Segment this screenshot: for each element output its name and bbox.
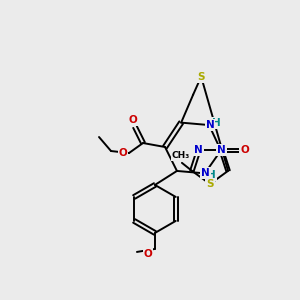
Text: N: N xyxy=(202,168,210,178)
Text: N: N xyxy=(194,145,203,154)
Text: O: O xyxy=(144,249,152,259)
Text: N: N xyxy=(206,120,214,130)
Text: S: S xyxy=(206,179,214,189)
Text: O: O xyxy=(241,146,249,155)
Text: H: H xyxy=(212,118,220,128)
Text: H: H xyxy=(208,170,216,180)
Text: CH₃: CH₃ xyxy=(172,152,190,160)
Text: S: S xyxy=(197,72,205,82)
Text: O: O xyxy=(118,148,127,158)
Text: O: O xyxy=(129,115,137,125)
Text: N: N xyxy=(217,145,226,154)
